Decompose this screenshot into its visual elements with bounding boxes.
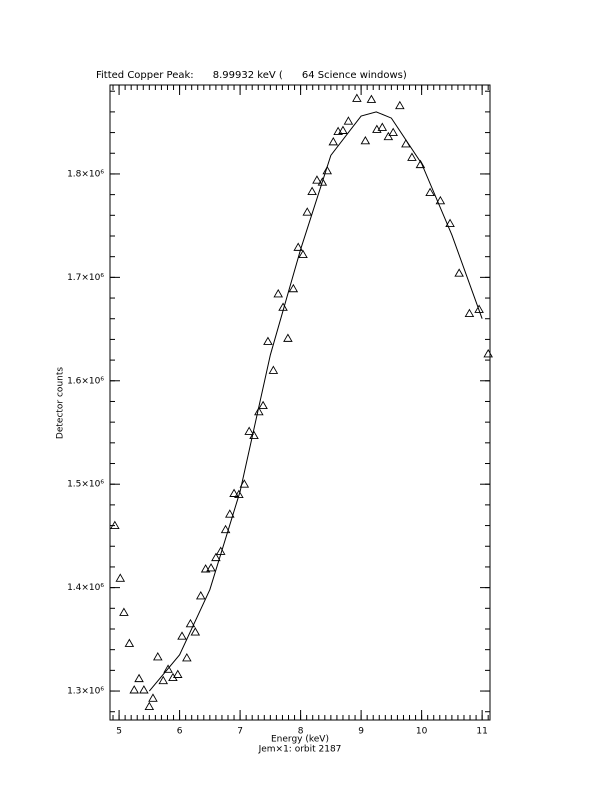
data-point [377,122,388,131]
data-point [163,664,173,673]
data-point [229,488,239,497]
data-point [273,289,283,298]
data-point [144,701,155,711]
y-tick-label: 1.6×10⁶ [67,376,104,386]
data-point [312,175,322,184]
data-point [206,563,216,572]
y-axis-label: Detector counts [56,367,66,439]
data-point [322,165,333,175]
data-point [445,218,455,228]
x-tick-label: 11 [476,727,487,737]
data-point [119,607,129,616]
data-point [225,509,235,518]
data-point [283,333,293,342]
data-point [148,693,158,702]
data-point [338,125,348,134]
data-point [464,308,475,318]
data-point [288,283,299,293]
y-tick-label: 1.3×10⁶ [67,687,104,697]
data-point [139,685,149,694]
data-point [220,524,231,534]
data-point [435,195,446,205]
x-tick-label: 5 [116,727,122,737]
subtitle: Jem×1: orbit 2187 [258,745,342,755]
data-point [383,131,394,141]
data-point [129,685,139,694]
data-point [415,159,426,169]
data-point [200,564,211,573]
data-point [182,653,192,662]
chart-title: Fitted Copper Peak: 8.99932 keV ( 64 Sci… [96,70,407,81]
data-point [388,127,398,137]
data-point [483,348,493,358]
data-point [177,631,187,640]
data-point [239,479,250,488]
x-tick-label: 10 [416,727,428,737]
data-point [366,94,377,103]
data-point [293,242,303,251]
data-point [454,268,464,277]
data-point [110,520,120,530]
data-point [211,552,221,562]
data-point [254,406,264,416]
x-axis-label: Energy (keV) [271,735,329,745]
data-point [244,426,254,435]
y-tick-label: 1.5×10⁶ [67,480,104,490]
data-point [352,93,362,102]
data-point [190,627,201,636]
y-tick-label: 1.7×10⁶ [67,273,104,283]
fit-line [148,111,483,692]
data-point [360,135,371,145]
data-point [258,400,268,410]
data-point [153,652,163,661]
x-tick-label: 9 [358,727,364,737]
x-tick-label: 8 [298,727,304,737]
data-point [268,365,279,374]
data-point [425,187,435,197]
data-point [474,304,484,313]
data-point [134,673,144,683]
y-tick-label: 1.4×10⁶ [67,583,104,593]
data-point [172,669,183,678]
data-point [343,116,354,125]
x-tick-label: 6 [177,727,183,737]
data-point [249,430,259,440]
data-point [158,675,169,685]
data-point [115,573,126,582]
data-point [195,590,206,600]
data-point [185,618,196,628]
x-tick-label: 7 [237,727,243,737]
data-point [307,186,317,195]
y-tick-label: 1.8×10⁶ [67,169,104,179]
data-point [263,336,273,345]
data-point [407,152,417,161]
data-point [298,249,308,259]
data-point [317,177,328,186]
data-point [395,100,405,110]
data-point [302,207,313,216]
data-point [124,638,135,647]
data-point [328,136,339,146]
plot-frame [109,84,491,721]
data-point [234,489,244,498]
